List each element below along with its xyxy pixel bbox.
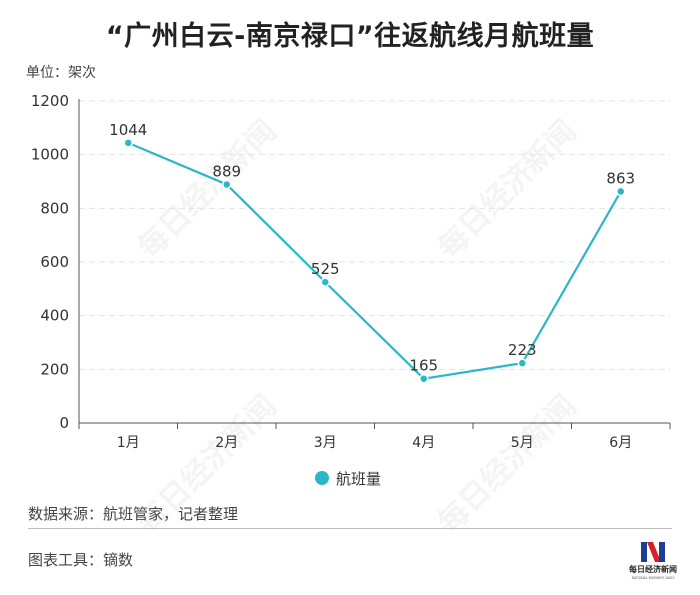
data-source: 数据来源：航班管家，记者整理 xyxy=(28,505,239,523)
x-tick-label: 5月 xyxy=(511,435,534,451)
unit-label: 单位：架次 xyxy=(26,65,96,81)
data-point xyxy=(222,179,232,190)
x-tick-label: 1月 xyxy=(117,435,140,451)
y-tick-label: 200 xyxy=(40,360,69,378)
data-point xyxy=(616,186,626,197)
data-label: 165 xyxy=(409,357,438,375)
data-point xyxy=(517,358,527,368)
y-tick-label: 600 xyxy=(40,253,69,271)
data-point xyxy=(419,373,429,384)
data-point xyxy=(123,138,133,148)
x-tick-label: 3月 xyxy=(314,435,337,451)
line-chart: 0 200 400 600 800 1000 1200 1月 2月 3月 4月 5月 6月 1044 889… xyxy=(31,92,671,488)
nbd-logo: 每日经济新闻 NATIONAL BUSINESS DAILY xyxy=(629,542,677,580)
data-label: 1044 xyxy=(109,121,147,139)
x-tick-label: 6月 xyxy=(609,435,632,451)
logo-bar-left xyxy=(641,542,647,562)
y-tick-label: 400 xyxy=(40,307,69,325)
series-line xyxy=(127,141,622,380)
y-tick-label: 0 xyxy=(59,414,69,432)
x-tick-label: 2月 xyxy=(215,435,238,451)
logo-diagonal xyxy=(647,542,661,562)
data-label: 889 xyxy=(212,162,241,180)
x-tick-label: 4月 xyxy=(412,435,435,451)
y-tick-label: 1200 xyxy=(31,92,69,110)
logo-bar-right xyxy=(659,542,665,562)
legend-label: 航班量 xyxy=(336,470,381,488)
logo-name: 每日经济新闻 xyxy=(629,564,677,574)
y-tick-label: 1000 xyxy=(31,146,69,164)
footer-divider xyxy=(28,528,672,529)
data-label: 223 xyxy=(508,341,537,359)
data-label: 863 xyxy=(606,169,635,187)
legend-marker xyxy=(315,471,329,485)
y-tick-label: 800 xyxy=(40,199,69,217)
chart-tool: 图表工具：镝数 xyxy=(28,551,134,569)
data-label: 525 xyxy=(311,260,340,278)
logo-tagline: NATIONAL BUSINESS DAILY xyxy=(632,576,675,580)
data-point xyxy=(320,277,330,287)
chart-title: “广州白云-南京禄口”往返航线月航班量 xyxy=(105,21,595,52)
